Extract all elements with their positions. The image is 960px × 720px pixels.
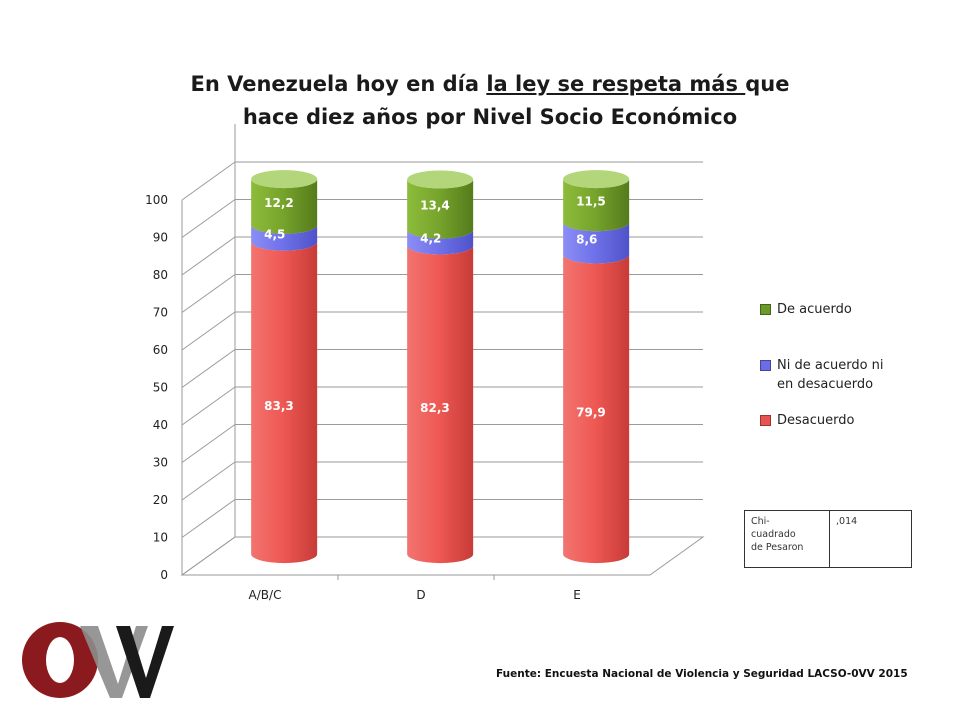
legend-label: De acuerdo xyxy=(777,302,852,317)
chi-square-value: ,014 xyxy=(829,510,912,568)
chi-label-line-2: cuadrado xyxy=(751,529,796,540)
gridline-diag xyxy=(181,161,236,201)
gridline-diag xyxy=(181,499,236,538)
bar-segment-desacuerdo xyxy=(407,245,474,564)
chart-title: En Venezuela hoy en día la ley se respet… xyxy=(120,68,860,134)
chi-label-line-1: Chi- xyxy=(751,516,770,527)
legend-swatch-green xyxy=(760,304,771,315)
legend-label-line-1: Ni de acuerdo ni xyxy=(777,358,884,373)
gridline-diag xyxy=(181,274,236,313)
gridline-diag xyxy=(181,199,236,238)
chi-square-label: Chi- cuadrado de Pesaron xyxy=(744,510,830,568)
data-label: 4,2 xyxy=(420,232,441,246)
gridline-diag xyxy=(181,236,236,276)
bars xyxy=(251,170,630,564)
gridline-diag xyxy=(181,311,236,351)
y-tick-label: 90 xyxy=(153,231,168,245)
y-tick-label: 80 xyxy=(153,268,168,282)
y-tick-label: 70 xyxy=(153,306,168,320)
logo-circle-hole xyxy=(46,637,74,683)
y-tick-label: 60 xyxy=(153,343,168,357)
y-tick-label: 40 xyxy=(153,418,168,432)
chi-label-line-3: de Pesaron xyxy=(751,542,804,553)
x-tick-label: E xyxy=(573,588,581,602)
legend-swatch-red xyxy=(760,415,771,426)
legend-label: Desacuerdo xyxy=(777,413,855,428)
title-line-1: En Venezuela hoy en día la ley se respet… xyxy=(120,68,860,101)
ovv-logo xyxy=(22,622,174,698)
gridline-diag xyxy=(181,461,236,501)
bar-segment-ni-acuerdo xyxy=(407,229,474,255)
title-part-2: que xyxy=(745,72,790,96)
bar-segment-desacuerdo xyxy=(563,254,630,564)
bar-segment-de-acuerdo xyxy=(251,179,318,234)
bar-segment-top xyxy=(251,170,318,189)
legend-label-ni: Ni de acuerdo ni en desacuerdo xyxy=(777,356,884,394)
data-label: 79,9 xyxy=(576,405,606,419)
bar-segment-ni-acuerdo xyxy=(563,222,630,264)
bar-segment-ni-acuerdo xyxy=(251,224,318,251)
y-tick-label: 10 xyxy=(153,531,168,545)
gridline-diag xyxy=(181,386,236,426)
bar-segment-desacuerdo xyxy=(251,241,318,564)
gridline-diag xyxy=(181,349,236,388)
bar-segment-top xyxy=(563,170,630,189)
legend-swatch-blue xyxy=(760,360,771,371)
x-tick-label: A/B/C xyxy=(249,588,282,602)
data-label: 8,6 xyxy=(576,232,597,246)
data-label: 11,5 xyxy=(576,195,606,209)
data-label: 82,3 xyxy=(420,401,450,415)
legend-item-desacuerdo: Desacuerdo xyxy=(760,411,854,430)
gridline-diag xyxy=(181,424,236,463)
bar-segment-de-acuerdo xyxy=(563,179,630,232)
y-tick-label: 30 xyxy=(153,456,168,470)
axes: 0 10 20 30 40 50 60 70 80 90 100 A/B/C D E xyxy=(145,193,650,602)
data-label: 4,5 xyxy=(264,227,285,241)
y-tick-label: 0 xyxy=(160,568,168,582)
x-tick-label: D xyxy=(416,588,425,602)
legend-item-ni-acuerdo: Ni de acuerdo ni en desacuerdo xyxy=(760,356,884,394)
legend-item-de-acuerdo: De acuerdo xyxy=(760,300,852,319)
chi-square-table: Chi- cuadrado de Pesaron ,014 xyxy=(744,510,912,568)
logo-v-black xyxy=(116,626,174,698)
title-underlined: la ley se respeta más xyxy=(486,72,746,96)
y-tick-label: 20 xyxy=(153,493,168,507)
y-tick-label: 50 xyxy=(153,381,168,395)
data-label: 83,3 xyxy=(264,399,294,413)
title-part-1: En Venezuela hoy en día xyxy=(190,72,487,96)
data-label: 12,2 xyxy=(264,196,294,210)
data-label: 13,4 xyxy=(420,199,450,213)
title-line-2: hace diez años por Nivel Socio Económico xyxy=(242,105,738,129)
legend-label-line-2: en desacuerdo xyxy=(777,377,874,392)
y-tick-label: 100 xyxy=(145,193,168,207)
bar-segment-de-acuerdo xyxy=(407,179,474,239)
bar-segment-top xyxy=(407,170,474,189)
source-note: Fuente: Encuesta Nacional de Violencia y… xyxy=(496,668,908,680)
data-labels: 83,3 4,5 12,2 82,3 4,2 13,4 79,9 8,6 11,5 xyxy=(264,195,606,420)
